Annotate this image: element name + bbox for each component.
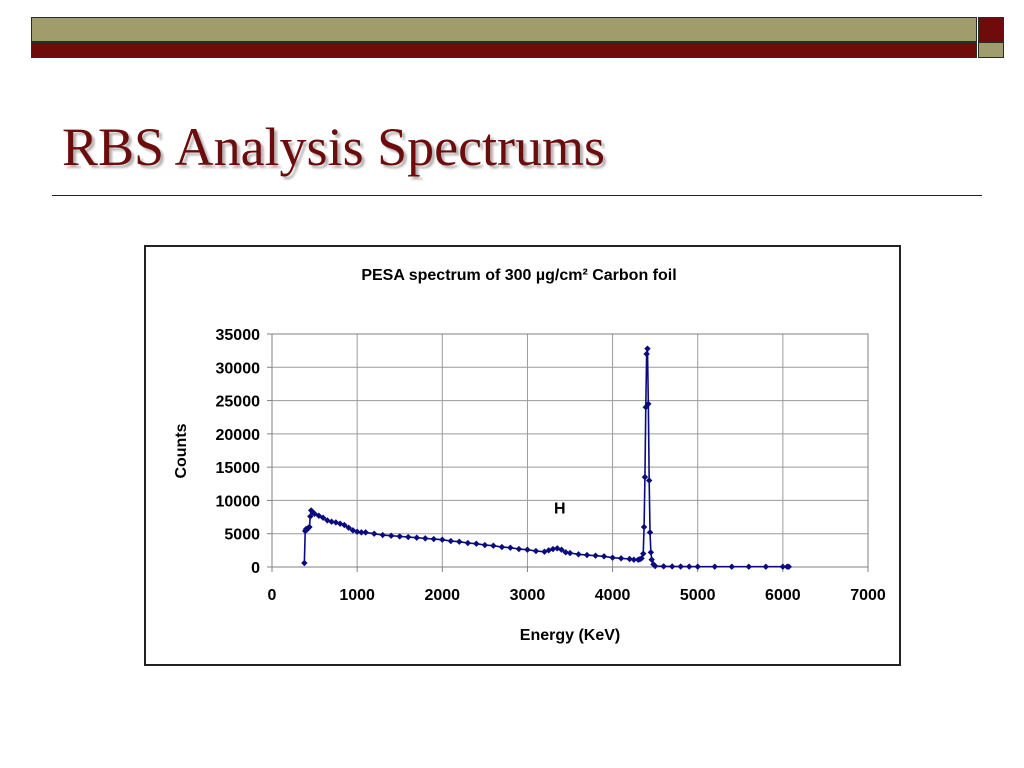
- chart-title: PESA spectrum of 300 µg/cm² Carbon foil: [361, 267, 676, 284]
- x-tick-label: 2000: [424, 587, 460, 604]
- data-point: [668, 563, 676, 570]
- data-point: [481, 541, 489, 549]
- x-tick-label: 7000: [850, 587, 886, 604]
- chart-frame: PESA spectrum of 300 µg/cm² Carbon foil …: [144, 245, 901, 666]
- data-point: [646, 529, 654, 536]
- data-point: [694, 563, 701, 570]
- data-point: [405, 533, 412, 541]
- y-tick-label: 35000: [216, 327, 261, 344]
- y-tick-label: 0: [251, 560, 260, 577]
- corner-square-olive: [978, 42, 1004, 58]
- data-point: [566, 549, 574, 557]
- plot-area-border: [271, 333, 869, 568]
- annotation-h: H: [554, 501, 566, 518]
- header-band-maroon: [31, 42, 977, 58]
- data-point: [439, 536, 446, 543]
- data-point: [583, 551, 591, 559]
- data-point: [609, 554, 616, 561]
- data-point: [644, 345, 651, 352]
- data-point: [677, 563, 684, 570]
- data-point: [660, 563, 667, 570]
- data-point: [362, 529, 369, 536]
- data-point: [558, 546, 565, 553]
- data-point: [315, 512, 323, 519]
- data-point: [464, 539, 472, 547]
- data-point: [473, 540, 480, 547]
- data-point: [498, 543, 506, 551]
- data-point: [532, 547, 540, 555]
- y-axis-label: Counts: [173, 423, 190, 478]
- data-point: [745, 563, 752, 570]
- x-tick-label: 1000: [339, 587, 375, 604]
- x-tick-label: 4000: [595, 587, 631, 604]
- data-point: [328, 518, 335, 525]
- data-point: [549, 545, 557, 553]
- y-tick-label: 30000: [216, 360, 261, 377]
- data-point: [307, 507, 315, 514]
- data-point: [640, 523, 648, 531]
- data-point: [430, 535, 437, 543]
- data-point: [422, 535, 429, 542]
- data-point: [370, 530, 378, 537]
- data-point: [592, 552, 599, 559]
- title-divider: [52, 195, 982, 196]
- data-point: [686, 563, 693, 570]
- x-tick-label: 6000: [765, 587, 801, 604]
- data-point: [617, 555, 625, 562]
- data-point: [490, 542, 497, 549]
- corner-square-maroon: [978, 17, 1004, 42]
- data-point: [515, 545, 523, 553]
- x-tick-labels: 0 1000 2000 3000 4000 5000 6000 7000: [268, 587, 886, 604]
- data-point: [647, 549, 655, 556]
- x-tick-label: 5000: [680, 587, 716, 604]
- data-point: [575, 551, 582, 558]
- x-axis-label: Energy (KeV): [520, 627, 620, 644]
- y-tick-label: 15000: [216, 460, 261, 477]
- data-point: [728, 563, 735, 570]
- data-point: [711, 563, 718, 570]
- x-tick-label: 0: [268, 587, 277, 604]
- series-markers: [301, 345, 793, 570]
- y-tick-label: 25000: [216, 394, 261, 411]
- data-point: [306, 523, 313, 531]
- header-band-olive: [31, 17, 977, 42]
- y-tick-label: 20000: [216, 427, 261, 444]
- y-tick-label: 10000: [216, 493, 261, 510]
- grid-layer: [267, 333, 869, 572]
- data-point: [507, 544, 514, 551]
- data-point: [379, 531, 386, 539]
- slide-title: RBS Analysis Spectrums: [62, 117, 606, 177]
- data-point: [301, 559, 308, 567]
- data-point: [456, 538, 463, 545]
- data-point: [643, 350, 650, 358]
- data-point: [524, 546, 531, 553]
- chart-svg: PESA spectrum of 300 µg/cm² Carbon foil …: [173, 267, 886, 644]
- data-point: [413, 534, 420, 541]
- y-tick-labels: 0 5000 10000 15000 20000 25000 30000 35000: [216, 327, 261, 577]
- x-tick-label: 3000: [510, 587, 546, 604]
- data-point: [600, 553, 608, 560]
- data-point: [447, 537, 454, 545]
- data-point: [645, 400, 652, 408]
- data-point: [762, 563, 770, 570]
- y-tick-label: 5000: [224, 527, 260, 544]
- data-point: [645, 477, 653, 484]
- data-point: [388, 532, 395, 539]
